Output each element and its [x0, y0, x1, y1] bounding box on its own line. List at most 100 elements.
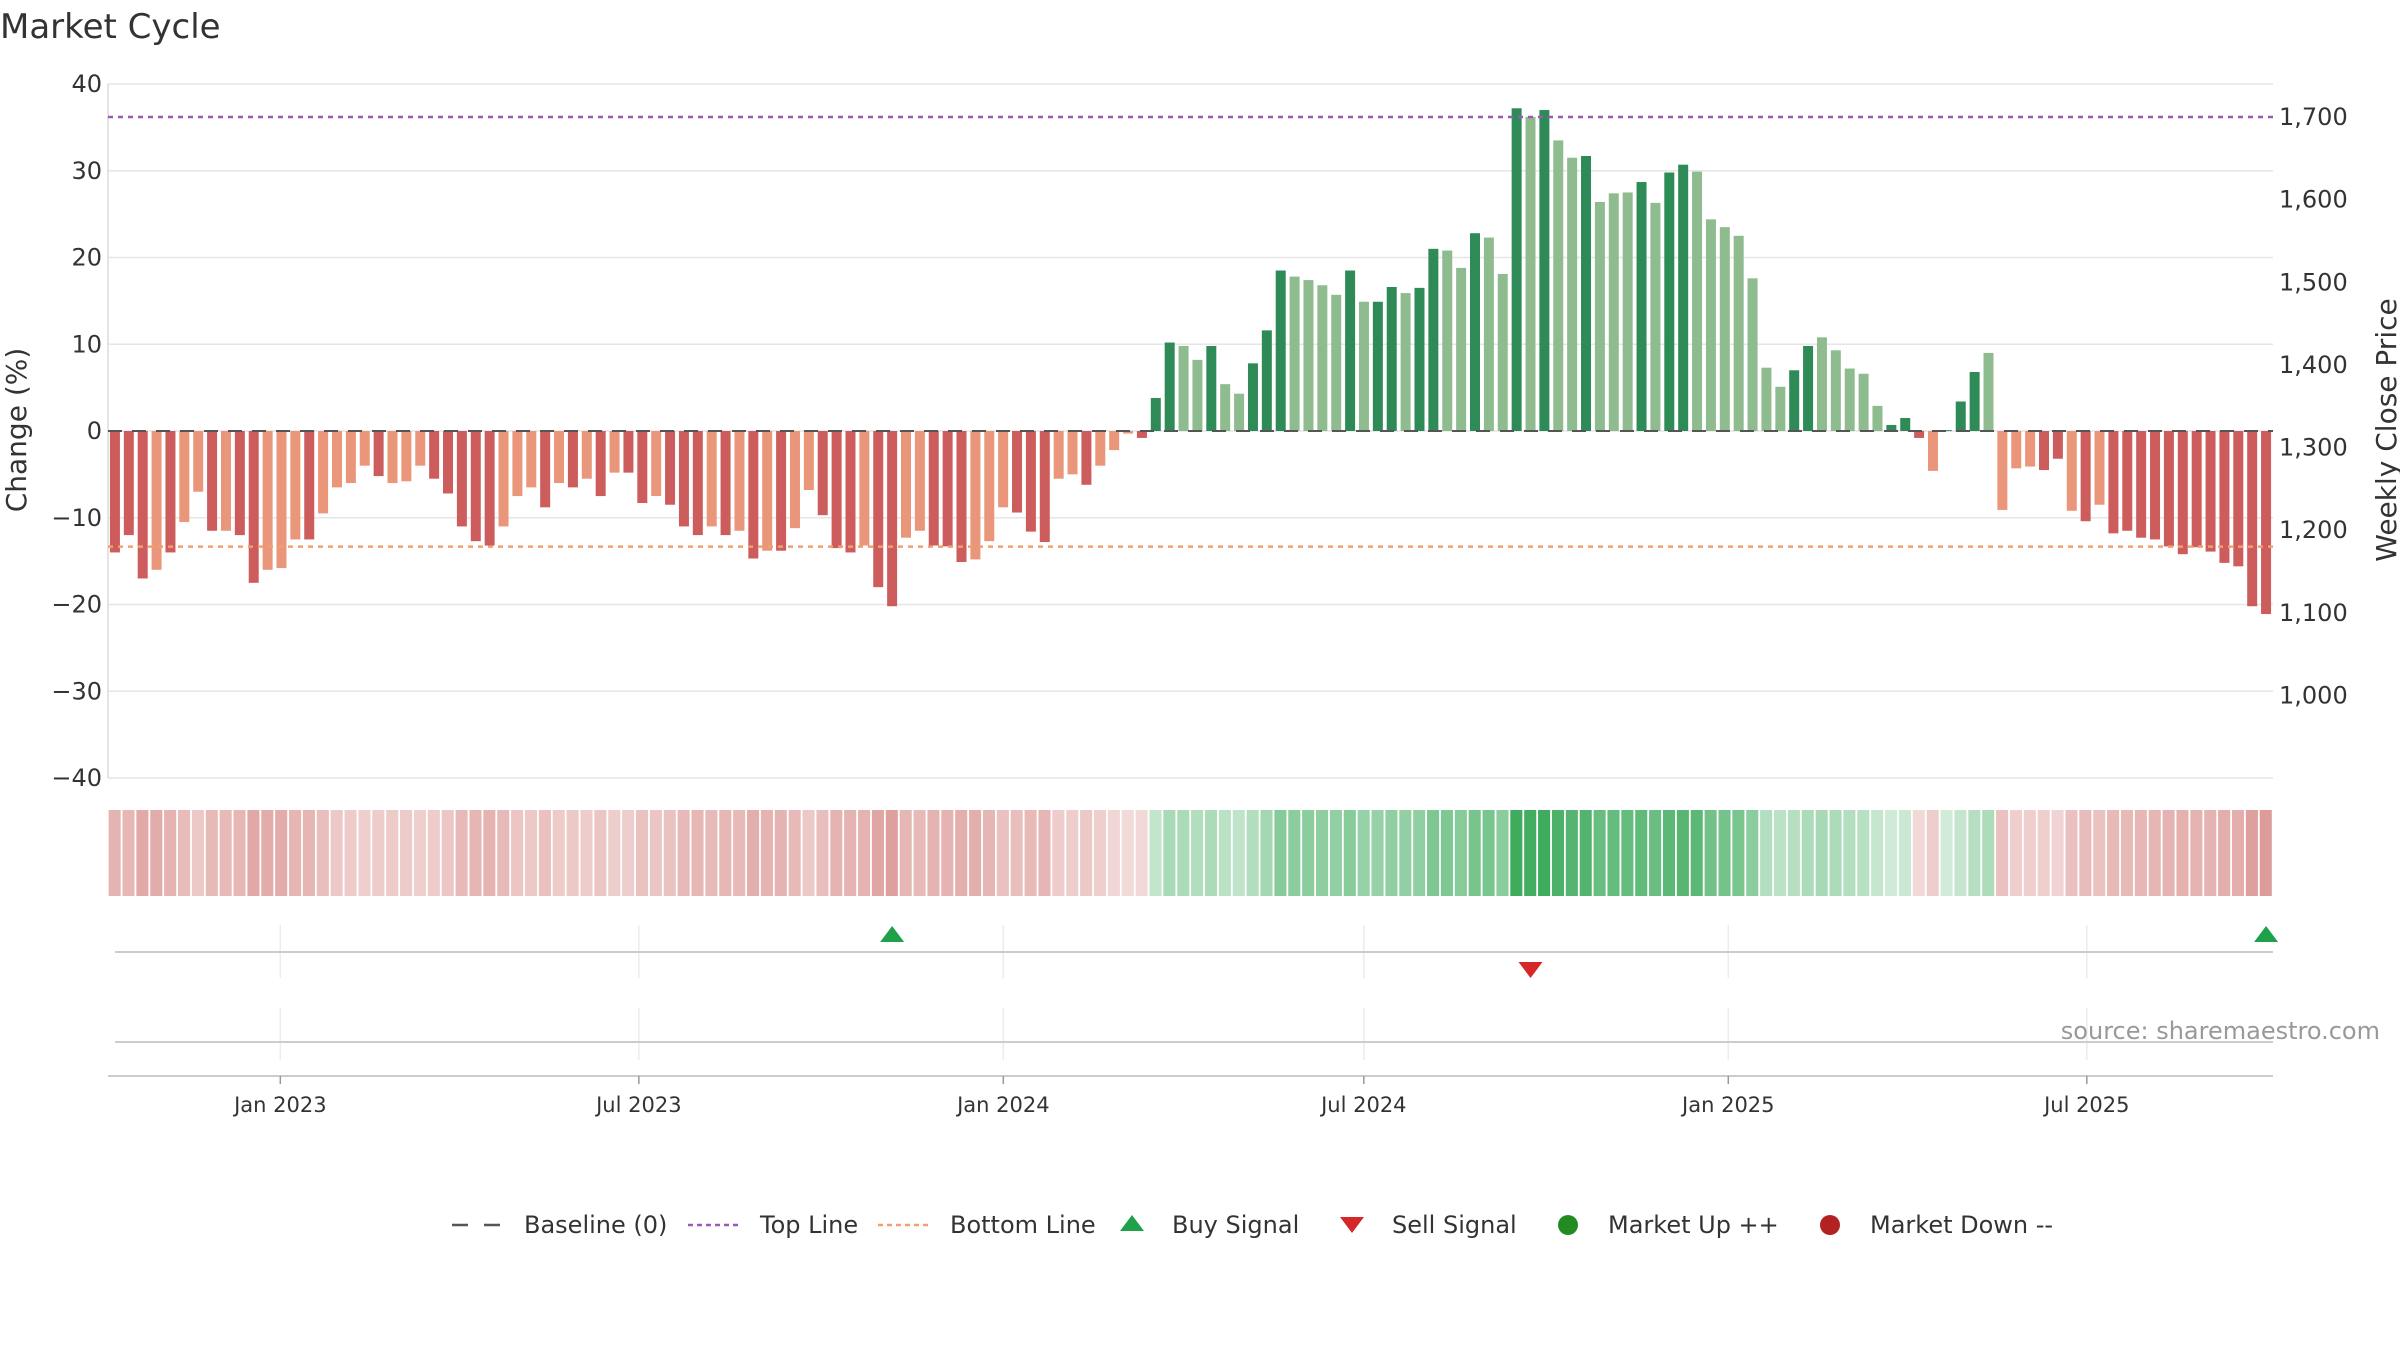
heat-cell	[1524, 810, 1537, 896]
heat-cell	[1080, 810, 1093, 896]
bar	[1428, 248, 1439, 431]
legend-label: Sell Signal	[1392, 1211, 1517, 1239]
heat-cell	[1038, 810, 1051, 896]
bar	[1581, 156, 1592, 431]
heat-cell	[1787, 810, 1800, 896]
bar	[2233, 431, 2244, 567]
x-tick-label: Jul 2025	[2042, 1093, 2129, 1117]
x-tick-label: Jan 2024	[955, 1093, 1050, 1117]
bar	[1220, 384, 1231, 431]
bar	[2122, 431, 2133, 531]
bar	[2011, 431, 2022, 469]
heat-cell	[1218, 810, 1231, 896]
heat-cell	[622, 810, 635, 896]
bar	[1303, 280, 1314, 431]
bar	[887, 431, 898, 607]
heat-cell	[705, 810, 718, 896]
bar	[1816, 337, 1827, 431]
bar	[1345, 270, 1356, 431]
y-tick-left: −40	[51, 764, 102, 792]
heat-cell	[164, 810, 177, 896]
bar	[207, 431, 218, 531]
legend: Baseline (0) Top Line Bottom Line Buy Signa…	[452, 1211, 2053, 1239]
heat-cell	[1121, 810, 1134, 896]
heat-cell	[649, 810, 662, 896]
heat-cell	[1912, 810, 1925, 896]
bar	[873, 431, 884, 588]
bar	[151, 431, 162, 570]
left-y-ticks: 40 30 20 10 0 −10 −20 −30 −40	[51, 70, 102, 792]
x-tick-label: Jul 2024	[1319, 1093, 1406, 1117]
heat-cell	[1996, 810, 2009, 896]
legend-label: Top Line	[759, 1211, 858, 1239]
bar	[567, 431, 578, 488]
heat-cell	[2190, 810, 2203, 896]
heat-cell	[885, 810, 898, 896]
bar	[456, 431, 467, 527]
heat-cell	[1496, 810, 1509, 896]
heat-cell	[1357, 810, 1370, 896]
bar	[1747, 278, 1758, 431]
heat-cell	[1288, 810, 1301, 896]
y-tick-left: 40	[71, 70, 102, 98]
heat-cell	[2259, 810, 2272, 896]
heat-cell	[316, 810, 329, 896]
bar	[2205, 431, 2216, 552]
heat-cell	[2176, 810, 2189, 896]
heat-cell	[1052, 810, 1065, 896]
bar	[1081, 431, 1092, 485]
heat-cell	[524, 810, 538, 896]
bar	[276, 431, 287, 569]
heat-cell	[1829, 810, 1842, 896]
heat-cell	[289, 810, 302, 896]
x-tick-label: Jan 2023	[232, 1093, 327, 1117]
heat-cell	[372, 810, 385, 896]
heat-cell	[2245, 810, 2258, 896]
bar	[2094, 431, 2105, 505]
bar	[387, 431, 398, 484]
y-tick-right: 1,300	[2279, 434, 2348, 462]
bar	[1761, 367, 1772, 431]
bar	[109, 431, 120, 553]
heat-cell	[677, 810, 690, 896]
bar	[1192, 359, 1203, 431]
heat-cell	[1565, 810, 1578, 896]
bar	[1927, 431, 1938, 471]
heat-cell	[1066, 810, 1079, 896]
heat-cell	[1204, 810, 1218, 896]
bar	[1414, 287, 1425, 431]
cycle-heat-strip	[108, 810, 2272, 896]
bar	[1886, 424, 1897, 431]
heat-cell	[1801, 810, 1814, 896]
bar	[692, 431, 703, 536]
bar	[1858, 373, 1869, 431]
bar	[1941, 430, 1952, 432]
bar	[526, 431, 537, 488]
bar	[1622, 192, 1633, 431]
bar	[2219, 431, 2230, 563]
bar	[2247, 431, 2258, 607]
bar	[2136, 431, 2147, 538]
bar	[470, 431, 481, 542]
legend-marker-down	[1820, 1215, 1840, 1235]
y-tick-right: 1,400	[2279, 351, 2348, 379]
heat-cell	[1621, 810, 1634, 896]
heat-cell	[177, 810, 191, 896]
heat-cell	[2107, 810, 2120, 896]
heat-cell	[1163, 810, 1176, 896]
heat-cell	[1399, 810, 1412, 896]
bar	[803, 431, 814, 490]
heat-cell	[1940, 810, 1953, 896]
bar	[1914, 431, 1925, 438]
bar	[1067, 431, 1078, 475]
bar	[1317, 285, 1328, 431]
heat-cell	[233, 810, 246, 896]
heat-cell	[2051, 810, 2064, 896]
bar	[415, 431, 426, 466]
heat-cell	[1149, 810, 1162, 896]
bar	[540, 431, 551, 508]
bar	[901, 431, 911, 538]
heat-cell	[844, 810, 857, 896]
bar	[318, 431, 329, 514]
